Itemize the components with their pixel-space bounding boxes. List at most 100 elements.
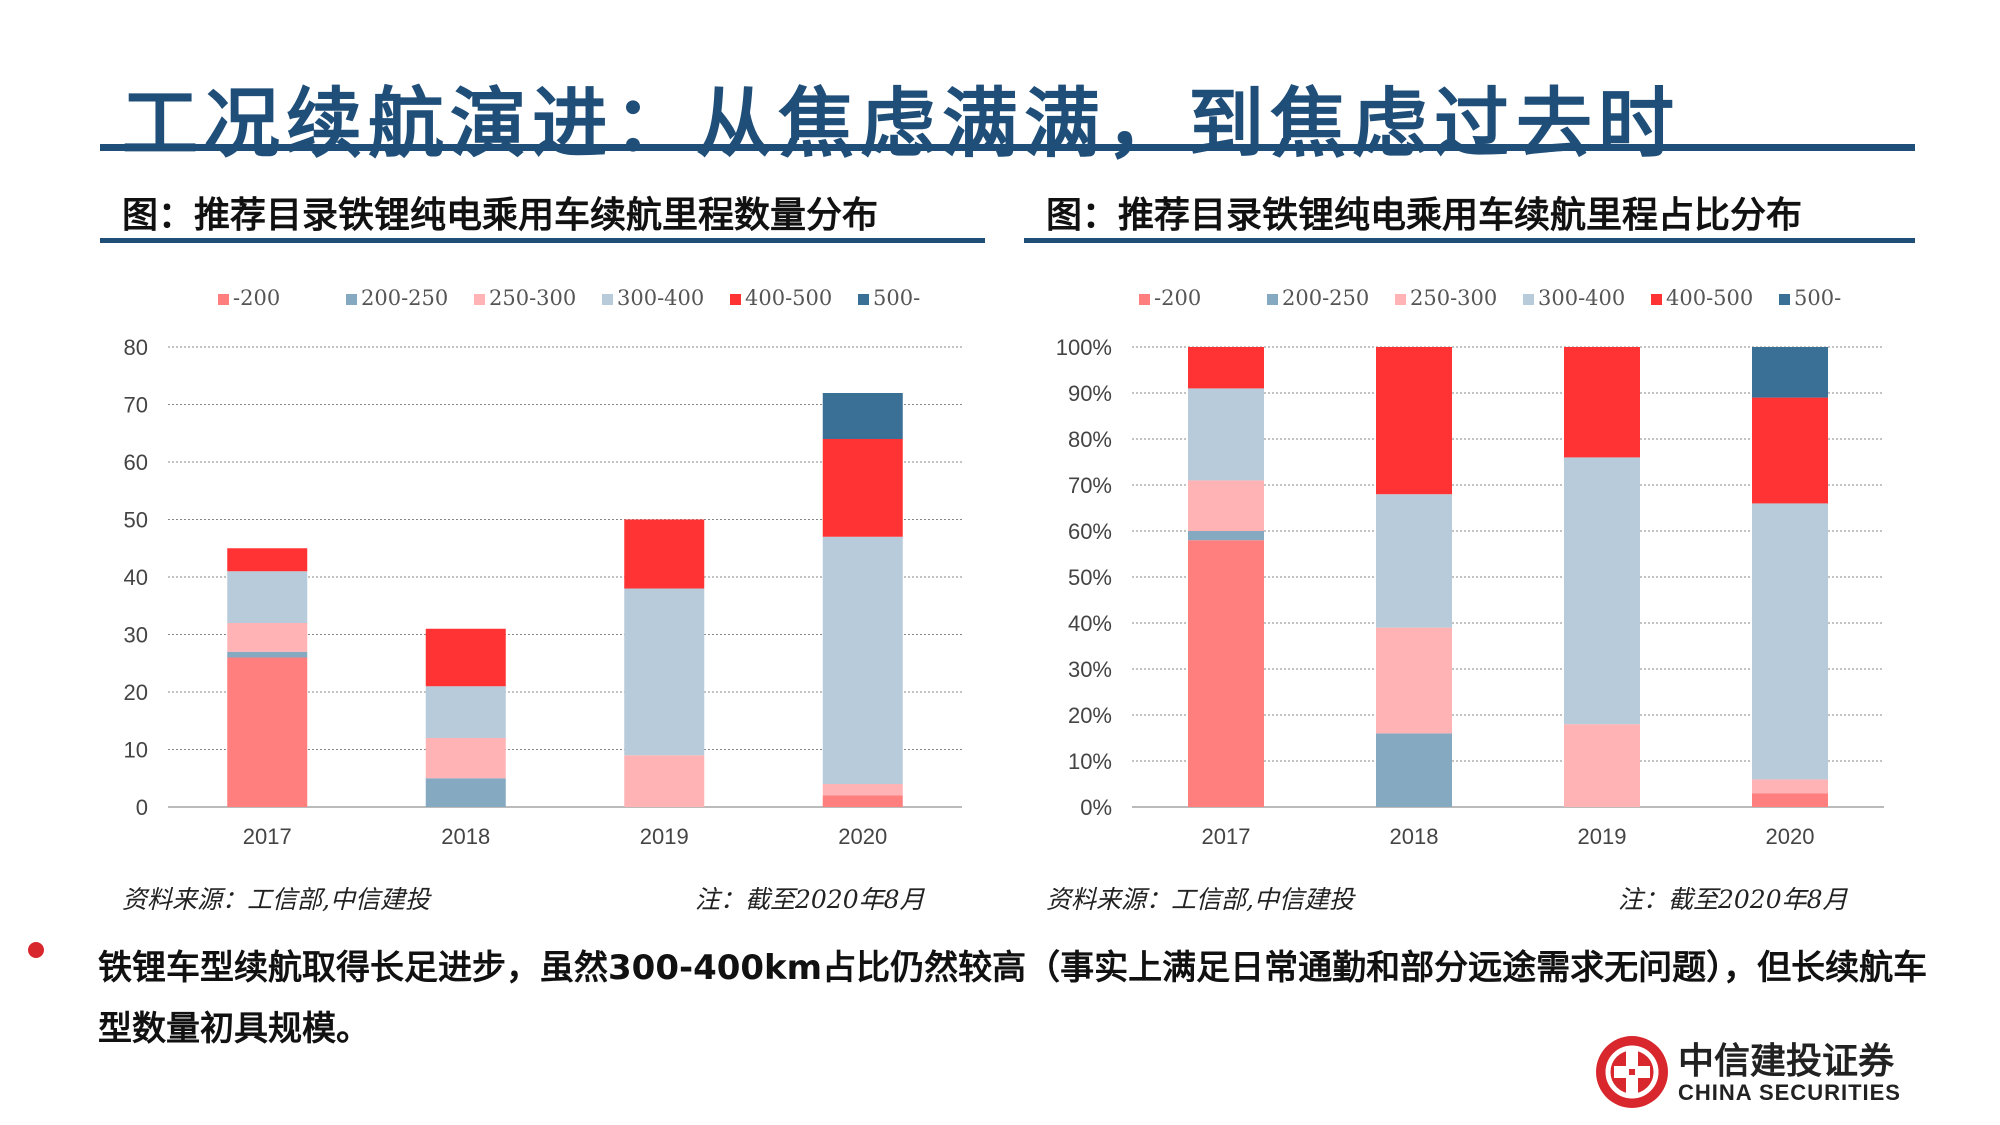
y-tick-label: 10 bbox=[124, 738, 148, 763]
bar-segment bbox=[1376, 627, 1452, 734]
bar-segment bbox=[1188, 540, 1264, 807]
legend-label: -200 bbox=[1154, 286, 1201, 310]
bar-segment bbox=[425, 628, 506, 687]
bar-segment bbox=[822, 795, 903, 807]
bar-segment bbox=[624, 755, 705, 807]
y-tick-label: 80% bbox=[1068, 427, 1112, 452]
y-tick-label: 30% bbox=[1068, 657, 1112, 682]
count-distribution-chart: -200 200-250 250-300 300-400 400-500 500- 0 10 2… bbox=[124, 286, 962, 849]
y-tick-label: 70% bbox=[1068, 473, 1112, 498]
bar-segment bbox=[1564, 457, 1640, 725]
bar-segment bbox=[1752, 503, 1828, 780]
legend-swatch bbox=[1779, 294, 1790, 305]
legend-label: 500- bbox=[1794, 286, 1841, 310]
legend-swatch bbox=[1395, 294, 1406, 305]
y-tick-label: 40% bbox=[1068, 611, 1112, 636]
bar-segment bbox=[227, 657, 308, 807]
bar-segment bbox=[227, 623, 308, 652]
legend-label: 250-300 bbox=[489, 286, 576, 310]
legend-label: 200-250 bbox=[361, 286, 448, 310]
y-tick-label: 60 bbox=[124, 450, 148, 475]
bar-segment bbox=[1188, 531, 1264, 541]
legend-swatch bbox=[730, 294, 741, 305]
bar-segment bbox=[227, 571, 308, 623]
y-tick-label: 10% bbox=[1068, 749, 1112, 774]
x-tick-label: 2020 bbox=[1766, 824, 1815, 849]
legend-label: 200-250 bbox=[1282, 286, 1369, 310]
y-tick-label: 20% bbox=[1068, 703, 1112, 728]
bar-segment bbox=[1564, 724, 1640, 807]
y-tick-label: 90% bbox=[1068, 381, 1112, 406]
legend-swatch bbox=[1139, 294, 1150, 305]
legend-label: 300-400 bbox=[1538, 286, 1625, 310]
bar-segment bbox=[1752, 347, 1828, 398]
legend-swatch bbox=[474, 294, 485, 305]
x-tick-label: 2019 bbox=[640, 824, 689, 849]
legend-label: 250-300 bbox=[1410, 286, 1497, 310]
bar-segment bbox=[1188, 347, 1264, 389]
bar-segment bbox=[425, 686, 506, 738]
company-logo: 中信建投证券 CHINA SECURITIES bbox=[1592, 1028, 1922, 1118]
y-tick-label: 80 bbox=[124, 335, 148, 360]
bullet-text: 铁锂车型续航取得长足进步，虽然300-400km占比仍然较高（事实上满足日常通勤… bbox=[98, 948, 1928, 1049]
legend-swatch bbox=[858, 294, 869, 305]
bar-segment bbox=[425, 738, 506, 779]
x-tick-label: 2020 bbox=[838, 824, 887, 849]
bar-segment bbox=[1376, 733, 1452, 807]
legend-label: 400-500 bbox=[745, 286, 832, 310]
legend-label: 300-400 bbox=[617, 286, 704, 310]
bar-segment bbox=[822, 393, 903, 439]
bar-segment bbox=[624, 588, 705, 756]
y-tick-label: 30 bbox=[124, 623, 148, 648]
right-panel-rule bbox=[1024, 238, 1915, 243]
y-tick-label: 60% bbox=[1068, 519, 1112, 544]
x-tick-label: 2018 bbox=[441, 824, 490, 849]
left-panel-rule bbox=[100, 238, 985, 243]
y-tick-label: 20 bbox=[124, 680, 148, 705]
y-tick-label: 50% bbox=[1068, 565, 1112, 590]
slide-title: 工况续航演进：从焦虑满满，到焦虑过去时 bbox=[122, 79, 1680, 168]
bar-segment bbox=[1188, 388, 1264, 481]
left-source: 资料来源：工信部,中信建投 bbox=[122, 885, 430, 914]
bar-segment bbox=[1376, 494, 1452, 628]
y-tick-label: 70 bbox=[124, 393, 148, 418]
citic-logo-icon bbox=[1596, 1036, 1668, 1108]
y-tick-label: 0 bbox=[136, 795, 148, 820]
bar-segment bbox=[822, 536, 903, 784]
bar-segment bbox=[1752, 397, 1828, 504]
bar-segment bbox=[624, 519, 705, 589]
logo-cn-text: 中信建投证券 bbox=[1678, 1041, 1895, 1082]
bar-segment bbox=[1564, 347, 1640, 458]
bar-segment bbox=[227, 651, 308, 658]
bar-segment bbox=[227, 548, 308, 572]
x-tick-label: 2019 bbox=[1578, 824, 1627, 849]
legend-label: 400-500 bbox=[1666, 286, 1753, 310]
legend-swatch bbox=[1523, 294, 1534, 305]
bullet-dot bbox=[28, 942, 44, 958]
bar-segment bbox=[822, 439, 903, 537]
bar-segment bbox=[822, 784, 903, 796]
x-tick-label: 2018 bbox=[1390, 824, 1439, 849]
bar-segment bbox=[1188, 480, 1264, 531]
legend-label: -200 bbox=[233, 286, 280, 310]
y-tick-label: 0% bbox=[1080, 795, 1112, 820]
x-tick-label: 2017 bbox=[243, 824, 292, 849]
legend-swatch bbox=[218, 294, 229, 305]
share-distribution-chart: -200 200-250 250-300 300-400 400-500 500- 0% 10… bbox=[1056, 286, 1884, 849]
legend-label: 500- bbox=[873, 286, 920, 310]
bar-segment bbox=[1752, 779, 1828, 794]
right-source: 资料来源：工信部,中信建投 bbox=[1046, 885, 1354, 914]
right-panel-title: 图：推荐目录铁锂纯电乘用车续航里程占比分布 bbox=[1046, 195, 1803, 236]
bar-segment bbox=[1376, 347, 1452, 495]
bar-segment bbox=[425, 778, 506, 807]
logo-en-text: CHINA SECURITIES bbox=[1678, 1080, 1901, 1105]
legend-swatch bbox=[346, 294, 357, 305]
bar-segment bbox=[1752, 793, 1828, 807]
legend-swatch bbox=[602, 294, 613, 305]
y-tick-label: 40 bbox=[124, 565, 148, 590]
legend-swatch bbox=[1267, 294, 1278, 305]
left-panel-title: 图：推荐目录铁锂纯电乘用车续航里程数量分布 bbox=[122, 195, 879, 236]
title-rule bbox=[100, 144, 1915, 151]
left-note: 注：截至2020年8月 bbox=[695, 885, 925, 914]
right-note: 注：截至2020年8月 bbox=[1618, 885, 1848, 914]
